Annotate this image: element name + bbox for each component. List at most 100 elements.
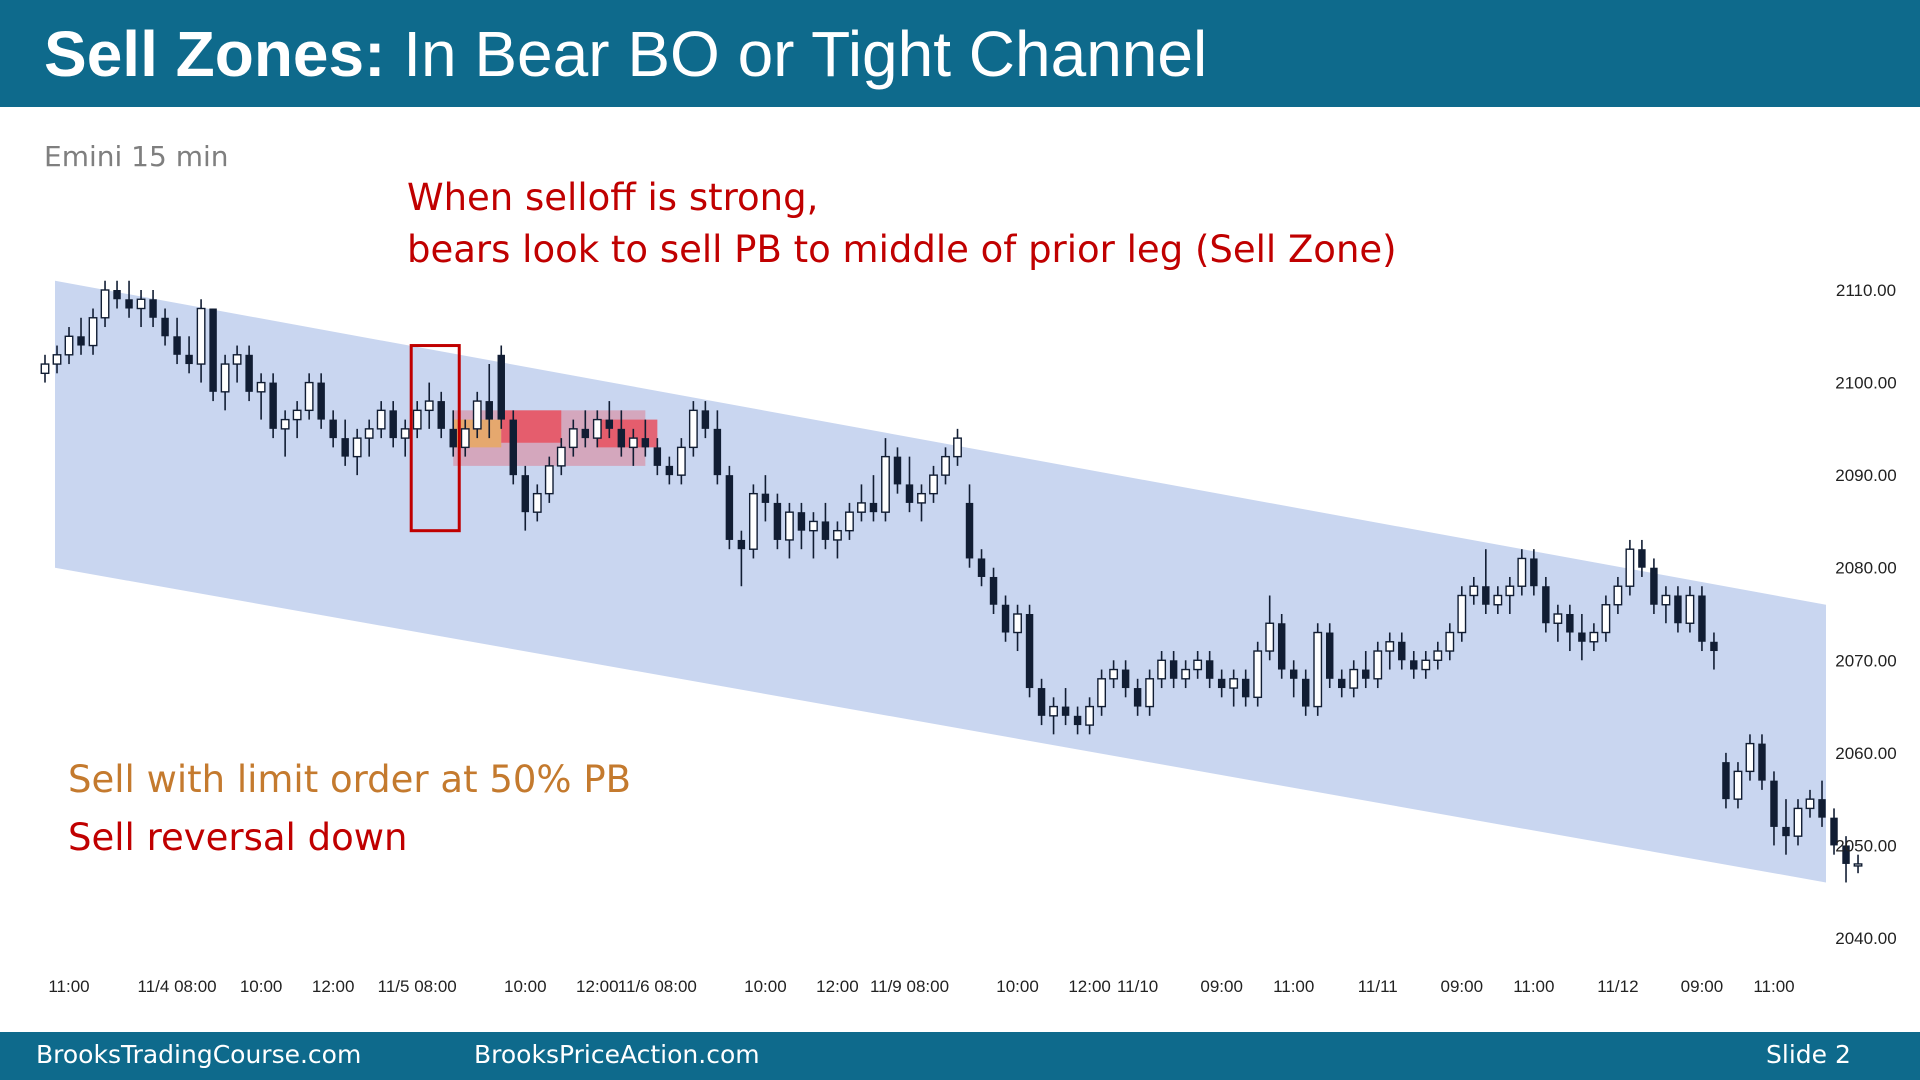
candle	[1661, 586, 1671, 624]
slide-title: Sell Zones: In Bear BO or Tight Channel	[44, 14, 1207, 94]
candle	[1482, 549, 1490, 614]
candle	[460, 419, 470, 457]
candle	[989, 567, 998, 614]
candle	[269, 373, 277, 439]
candle	[412, 401, 422, 439]
candle	[1061, 688, 1070, 726]
candle	[256, 373, 266, 420]
candle	[869, 475, 878, 522]
candle	[1169, 651, 1178, 689]
candle	[761, 475, 770, 522]
candle	[329, 410, 337, 448]
y-tick-label: 2090.00	[1835, 466, 1896, 485]
title-bar: Sell Zones: In Bear BO or Tight Channel	[0, 0, 1920, 107]
candle	[497, 345, 505, 429]
x-tick-label: 11:00	[48, 977, 89, 996]
x-tick-label: 09:00	[1200, 977, 1243, 996]
candle	[556, 438, 566, 476]
candle	[1133, 678, 1142, 716]
candle	[725, 465, 734, 550]
price-chart: 2110.00 2100.00 2090.00 2080.00 2070.00 2060.…	[40, 280, 1897, 996]
candle	[1289, 660, 1298, 698]
candle	[1193, 651, 1203, 679]
candle	[352, 428, 362, 476]
candle	[1638, 539, 1646, 577]
candle	[125, 280, 133, 318]
x-tick-label: 09:00	[1681, 977, 1724, 996]
candle	[1793, 799, 1803, 846]
candle	[1097, 669, 1107, 716]
candle	[1770, 771, 1778, 846]
candle	[1265, 595, 1275, 661]
x-tick-label: 11/9 08:00	[870, 977, 949, 996]
candle	[1181, 660, 1191, 689]
candle	[605, 401, 614, 439]
candle	[1013, 604, 1022, 652]
legend-limit-order: Sell with limit order at 50% PB	[68, 758, 632, 801]
candle	[376, 401, 386, 439]
candle	[641, 419, 650, 457]
candle	[784, 502, 794, 559]
candle	[136, 290, 146, 328]
candle	[521, 465, 529, 531]
x-tick-label: 12:00	[816, 977, 859, 996]
candle	[1157, 651, 1167, 689]
y-tick-label: 2040.00	[1835, 929, 1896, 948]
candle	[833, 521, 842, 559]
x-tick-label: 11:00	[1273, 977, 1314, 996]
x-tick-label: 11/4 08:00	[138, 977, 217, 996]
candle	[1650, 558, 1658, 614]
candle	[821, 502, 830, 550]
candle	[881, 438, 890, 522]
candle	[400, 419, 410, 457]
candle	[77, 317, 85, 355]
x-tick-label: 12:00	[312, 977, 355, 996]
candle	[1338, 669, 1346, 698]
candle	[1601, 595, 1611, 642]
x-tick-label: 12:00	[1068, 977, 1111, 996]
candle	[1362, 651, 1370, 689]
y-tick-label: 2050.00	[1835, 836, 1896, 855]
candle	[857, 484, 866, 522]
candle	[149, 290, 157, 328]
candle	[88, 308, 98, 355]
candle	[1326, 623, 1334, 689]
candle	[653, 438, 662, 476]
candle	[341, 419, 349, 466]
candle	[389, 401, 397, 448]
candle	[1710, 632, 1718, 670]
candle	[304, 373, 314, 420]
candle	[917, 484, 926, 522]
candle	[1745, 734, 1755, 781]
candle	[1229, 669, 1239, 707]
candle	[1145, 669, 1155, 716]
x-tick-label: 10:00	[504, 977, 547, 996]
y-tick-label: 2070.00	[1835, 651, 1896, 670]
candle	[617, 410, 626, 457]
candle	[568, 419, 578, 457]
candle	[773, 493, 782, 550]
candle	[185, 336, 193, 374]
candle	[1385, 632, 1395, 670]
candle	[113, 280, 121, 309]
candle	[52, 345, 62, 374]
candle	[1517, 549, 1527, 596]
candle	[1073, 706, 1082, 735]
candle	[845, 502, 854, 540]
annotation-note: When selloff is strong, bears look to se…	[407, 172, 1397, 276]
candle	[1241, 669, 1250, 707]
candle	[1277, 614, 1286, 679]
candle	[1542, 576, 1550, 633]
candle	[1049, 697, 1058, 735]
chart-subtitle: Emini 15 min	[44, 140, 229, 173]
sell-zones	[453, 410, 658, 466]
y-axis-ticks: 2110.00 2100.00 2090.00 2080.00 2070.00 2060.…	[1835, 281, 1896, 948]
candle	[280, 410, 290, 457]
x-tick-label: 11/10	[1117, 977, 1158, 996]
title-rest: In Bear BO or Tight Channel	[403, 18, 1208, 90]
candle	[1625, 539, 1635, 596]
candle	[1566, 604, 1574, 652]
candle	[1758, 734, 1766, 790]
candles	[40, 280, 1863, 883]
x-tick-label: 11/6 08:00	[618, 977, 697, 996]
